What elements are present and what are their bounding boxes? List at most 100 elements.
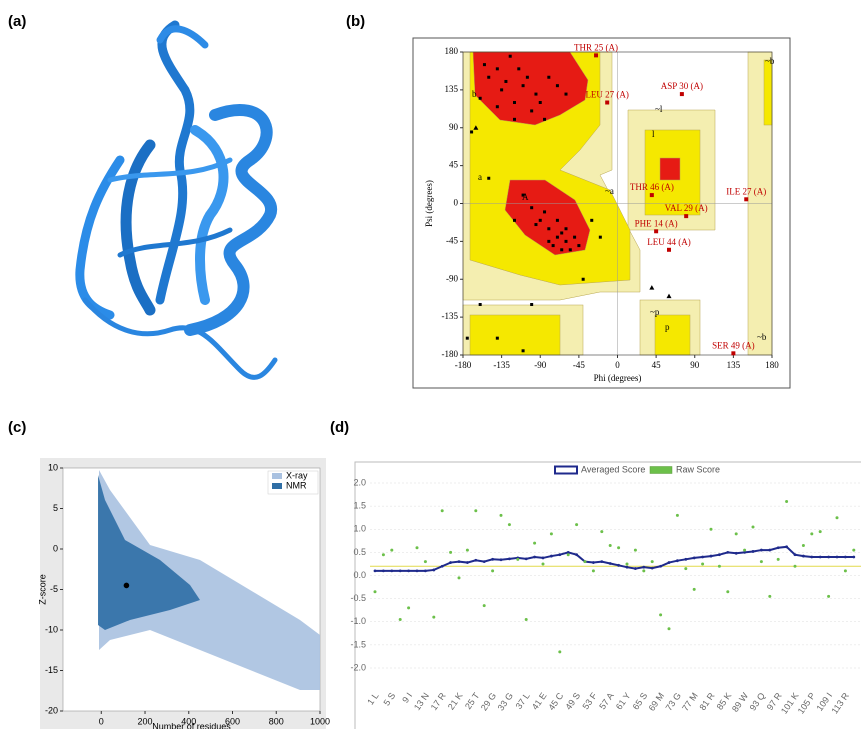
annotation: ASP 30 (A) (661, 81, 703, 91)
x-tick-label: 1000 (310, 716, 330, 726)
raw-point (516, 557, 520, 561)
point (564, 239, 568, 243)
annotated-point (684, 214, 689, 219)
y-tick-label: 5 (53, 503, 58, 513)
annotated-point (654, 229, 659, 234)
y-tick-label: 2.0 (353, 477, 366, 487)
raw-point (398, 617, 402, 621)
average-point (802, 554, 805, 558)
raw-point (465, 548, 469, 552)
average-point (818, 555, 822, 559)
average-point (566, 550, 570, 554)
average-point (760, 548, 763, 552)
raw-point (608, 543, 612, 547)
raw-point (373, 590, 377, 594)
raw-point (390, 548, 394, 552)
y-axis-label: Z-score (37, 574, 47, 605)
y-tick-label: -5 (50, 584, 58, 594)
average-point (558, 553, 562, 557)
raw-point (751, 525, 755, 529)
point (487, 75, 491, 79)
average-point (709, 554, 713, 558)
average-point (592, 561, 595, 564)
raw-point (726, 590, 730, 594)
average-point (541, 556, 545, 560)
legend-label: X-ray (286, 470, 308, 480)
y-tick-label: 0.0 (353, 570, 366, 580)
point (534, 92, 538, 96)
region-label: p (665, 322, 670, 332)
average-point (457, 560, 461, 564)
raw-point (692, 587, 696, 591)
raw-point (659, 613, 663, 617)
raw-point (491, 569, 495, 573)
point (564, 92, 568, 96)
raw-point (734, 532, 738, 536)
x-tick-label: -45 (573, 360, 585, 370)
raw-point (541, 562, 545, 566)
raw-point (566, 553, 570, 557)
y-tick-label: 45 (449, 160, 459, 170)
raw-point (575, 523, 579, 527)
xray-cloud (99, 470, 320, 690)
average-point (617, 563, 620, 567)
raw-point (650, 560, 654, 564)
average-point (793, 553, 797, 557)
raw-point (533, 541, 537, 545)
raw-point (835, 516, 839, 520)
point (508, 54, 512, 58)
average-point (634, 567, 637, 570)
y-tick-label: 180 (445, 46, 459, 56)
legend-label: Averaged Score (581, 464, 645, 474)
average-point (835, 555, 839, 559)
raw-point (457, 576, 461, 580)
annotated-point (731, 351, 736, 356)
point (590, 218, 594, 222)
point (547, 75, 551, 79)
x-tick-label: 180 (765, 360, 779, 370)
raw-point (684, 567, 688, 571)
average-point (810, 555, 814, 559)
point (521, 193, 525, 197)
raw-point (818, 530, 822, 534)
x-axis-label: Number of residues (152, 721, 231, 729)
average-point (650, 566, 654, 570)
average-point (642, 565, 646, 569)
raw-point (759, 560, 763, 564)
raw-point (600, 530, 604, 534)
y-axis-label: Psi (degrees) (424, 180, 434, 227)
point (543, 117, 547, 121)
axes-box (462, 51, 773, 356)
x-tick-label: 200 (138, 716, 153, 726)
raw-point (810, 532, 814, 536)
x-tick-label: 400 (181, 716, 196, 726)
plot-frame (354, 461, 861, 729)
y-tick-label: -1.0 (350, 616, 366, 626)
point (500, 88, 504, 92)
average-point (508, 557, 511, 561)
point (525, 75, 529, 79)
annotated-point (744, 197, 749, 202)
annotation: SER 49 (A) (712, 340, 755, 350)
region-label: ~b (765, 56, 775, 66)
point (555, 84, 559, 88)
raw-point (415, 546, 419, 550)
point (521, 349, 525, 353)
average-point (373, 569, 377, 573)
average-point (692, 556, 696, 560)
raw-point (701, 562, 705, 566)
y-tick-label: -180 (442, 349, 459, 359)
average-point (785, 545, 788, 549)
point (538, 101, 542, 104)
annotation: LEU 27 (A) (585, 90, 629, 100)
raw-point (499, 513, 503, 517)
highlight-point (123, 582, 130, 589)
point (530, 206, 534, 210)
average-point (684, 557, 688, 561)
point (487, 176, 491, 180)
raw-point (785, 500, 789, 503)
x-tick-label: 0 (615, 360, 620, 370)
x-axis-label: Phi (degrees) (594, 373, 642, 383)
average-point (474, 558, 478, 562)
point (495, 105, 499, 109)
